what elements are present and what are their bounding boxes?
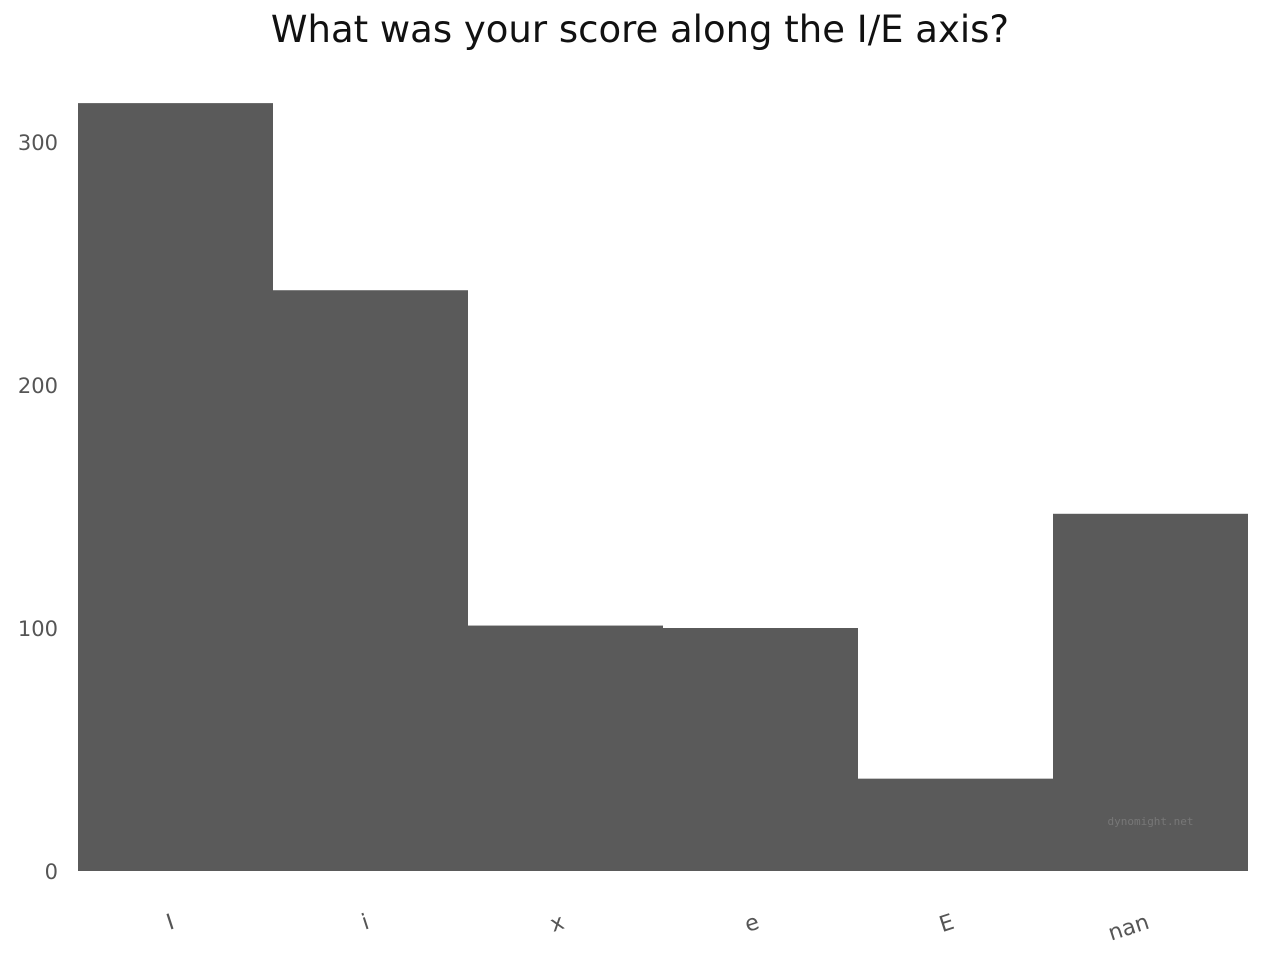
bar-e [663, 628, 858, 871]
x-tick-label: i [359, 910, 373, 936]
x-tick-label: e [742, 910, 763, 938]
bar-E [858, 778, 1053, 871]
bars-group [78, 103, 1248, 872]
x-tick-label: x [547, 910, 567, 938]
bar-I [78, 103, 273, 872]
watermark: dynomight.net [1107, 815, 1193, 828]
y-axis-ticks: 0 100 200 300 [18, 131, 58, 884]
bar-nan [1053, 513, 1248, 871]
y-tick-label: 200 [18, 374, 58, 398]
chart-title: What was your score along the I/E axis? [270, 8, 1010, 51]
x-tick-label: nan [1105, 910, 1152, 947]
x-tick-label: E [936, 910, 957, 938]
y-tick-label: 0 [45, 860, 58, 884]
bar-i [273, 290, 468, 872]
y-tick-label: 100 [18, 617, 58, 641]
x-tick-label: I [163, 910, 177, 936]
y-tick-label: 300 [18, 131, 58, 155]
bar-x [468, 625, 663, 871]
